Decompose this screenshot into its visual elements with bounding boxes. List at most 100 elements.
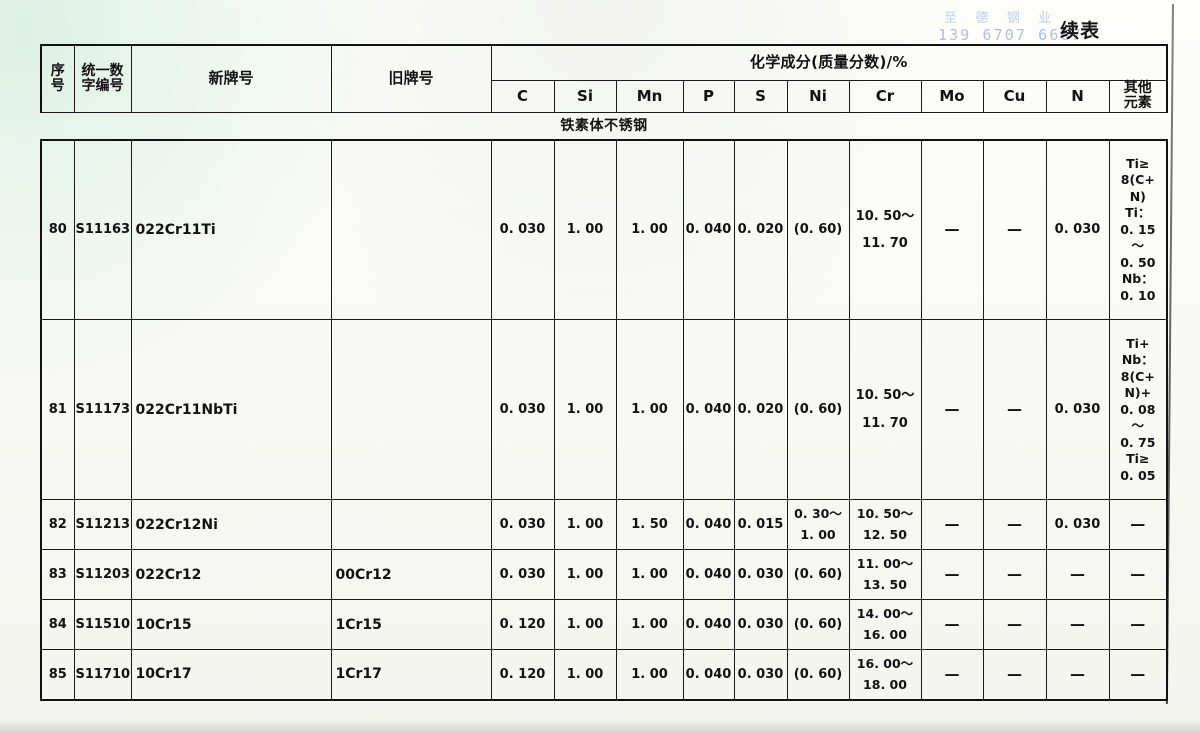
watermark-phone-number: 139 6707 6667 (938, 26, 1083, 44)
cell-cr: 16. 00～ 18. 00 (848, 649, 922, 701)
cell-p: 0. 040 (682, 549, 735, 601)
col-header-element-ni: Ni (786, 80, 850, 113)
cell-n: — (1045, 649, 1110, 701)
col-header-old-grade: 旧牌号 (330, 43, 492, 113)
steel-grade-table-wrapper: 序 号 统一数 字编号 新牌号 旧牌号 化学成分(质量分数)/% C Si Mn… (40, 43, 1169, 726)
table-body: 铁素体不锈钢 80 S11163 022Cr11Ti 0. 030 1. 00 … (40, 111, 1169, 701)
cell-ni-max: 1. 00 (800, 526, 836, 542)
cell-seq: 84 (40, 599, 75, 651)
col-header-element-si: Si (553, 80, 617, 113)
table-row: 81 S11173 022Cr11NbTi 0. 030 1. 00 1. 00… (40, 319, 1169, 501)
continued-table-label: 续表 (1060, 20, 1101, 42)
cell-ni: (0. 60) (786, 649, 850, 701)
cell-mo: — (920, 599, 984, 651)
section-title-ferritic-stainless: 铁素体不锈钢 (41, 111, 1168, 141)
cell-s: 0. 030 (733, 549, 788, 601)
col-header-element-s: S (733, 80, 788, 113)
cell-other-elements: — (1108, 599, 1169, 651)
col-header-element-p: P (682, 80, 735, 113)
col-header-element-cu: Cu (982, 80, 1047, 113)
cell-mo: — (920, 649, 984, 701)
cell-si: 1. 00 (553, 319, 617, 501)
cell-mn: 1. 00 (615, 649, 684, 701)
section-title-text: 铁素体不锈钢 (560, 117, 648, 134)
cell-mo: — (920, 549, 984, 601)
cell-other-elements: Ti≥ 8(C+ N) Ti： 0. 15 ～ 0. 50 Nb： 0. 10 (1108, 139, 1169, 321)
cell-old-grade (330, 499, 492, 551)
cell-new-grade: 022Cr12Ni (130, 499, 332, 551)
cell-s: 0. 030 (733, 649, 788, 701)
cell-unified-code: S11510 (73, 599, 132, 651)
cell-ni: (0. 60) (786, 319, 850, 501)
cell-mn: 1. 50 (615, 499, 684, 551)
table-head: 序 号 统一数 字编号 新牌号 旧牌号 化学成分(质量分数)/% C Si Mn… (40, 43, 1169, 113)
cell-mo: — (920, 139, 984, 321)
cell-mn: 1. 00 (615, 319, 684, 501)
cell-old-grade (330, 139, 492, 321)
cell-cr-max: 11. 70 (862, 236, 908, 252)
cell-ni: (0. 60) (786, 599, 850, 651)
cell-unified-code: S11203 (73, 549, 132, 601)
cell-cu: — (982, 599, 1047, 651)
cell-cu: — (982, 549, 1047, 601)
steel-grade-composition-table: 序 号 统一数 字编号 新牌号 旧牌号 化学成分(质量分数)/% C Si Mn… (40, 43, 1169, 701)
cell-new-grade: 022Cr11NbTi (130, 319, 332, 501)
cell-new-grade: 022Cr12 (130, 549, 332, 601)
cell-p: 0. 040 (682, 649, 735, 701)
table-row: 84 S11510 10Cr15 1Cr15 0. 120 1. 00 1. 0… (40, 599, 1169, 651)
cell-cr-max: 12. 50 (863, 526, 907, 542)
cell-ni: (0. 60) (786, 549, 850, 601)
table-row: 80 S11163 022Cr11Ti 0. 030 1. 00 1. 00 0… (40, 139, 1169, 321)
cell-p: 0. 040 (682, 319, 735, 501)
cell-cu: — (982, 139, 1047, 321)
cell-n: 0. 030 (1045, 499, 1110, 551)
scan-bottom-shadow (0, 719, 1200, 733)
cell-cr-min: 14. 00～ (856, 606, 914, 622)
cell-p: 0. 040 (682, 599, 735, 651)
watermark-company-name: 至 德 钢 业 (944, 11, 1059, 26)
cell-n: — (1045, 599, 1110, 651)
col-header-element-mn: Mn (615, 80, 684, 113)
cell-c: 0. 120 (490, 599, 555, 651)
cell-p: 0. 040 (682, 499, 735, 551)
cell-cr-min: 10. 50～ (856, 506, 914, 522)
col-header-element-c: C (490, 80, 555, 113)
cell-mn: 1. 00 (615, 549, 684, 601)
col-header-unified-code: 统一数 字编号 (73, 43, 132, 113)
cell-cr: 10. 50～ 12. 50 (848, 499, 922, 551)
cell-other-elements: — (1108, 499, 1169, 551)
cell-ni: (0. 60) (786, 139, 850, 321)
col-header-composition-group: 化学成分(质量分数)/% (490, 44, 1169, 81)
cell-seq: 85 (40, 649, 75, 701)
cell-seq: 83 (40, 549, 75, 601)
cell-other-elements: Ti+ Nb： 8(C+ N)+ 0. 08 ～ 0. 75 Ti≥ 0. 05 (1108, 319, 1169, 501)
cell-unified-code: S11163 (73, 139, 132, 321)
cell-cr-max: 13. 50 (863, 576, 907, 592)
cell-n: 0. 030 (1045, 139, 1110, 321)
cell-si: 1. 00 (553, 649, 617, 701)
cell-c: 0. 030 (490, 499, 555, 551)
cell-old-grade: 00Cr12 (330, 549, 492, 601)
cell-cr-max: 16. 00 (863, 626, 907, 642)
cell-si: 1. 00 (553, 499, 617, 551)
cell-other-elements: — (1108, 549, 1169, 601)
cell-c: 0. 030 (490, 549, 555, 601)
col-header-element-mo: Mo (920, 80, 984, 113)
cell-seq: 82 (40, 499, 75, 551)
cell-c: 0. 030 (490, 139, 555, 321)
cell-cu: — (982, 319, 1047, 501)
cell-si: 1. 00 (553, 549, 617, 601)
cell-old-grade (330, 319, 492, 501)
table-row: 85 S11710 10Cr17 1Cr17 0. 120 1. 00 1. 0… (40, 649, 1169, 701)
cell-s: 0. 030 (733, 599, 788, 651)
cell-n: — (1045, 549, 1110, 601)
cell-cr: 10. 50～ 11. 70 (848, 139, 922, 321)
cell-s: 0. 015 (733, 499, 788, 551)
cell-cr-min: 10. 50～ (855, 208, 915, 224)
cell-mn: 1. 00 (615, 139, 684, 321)
cell-old-grade: 1Cr15 (330, 599, 492, 651)
cell-c: 0. 120 (490, 649, 555, 701)
cell-other-elements: — (1108, 649, 1169, 701)
cell-old-grade: 1Cr17 (330, 649, 492, 701)
cell-ni: 0. 30～ 1. 00 (786, 499, 850, 551)
